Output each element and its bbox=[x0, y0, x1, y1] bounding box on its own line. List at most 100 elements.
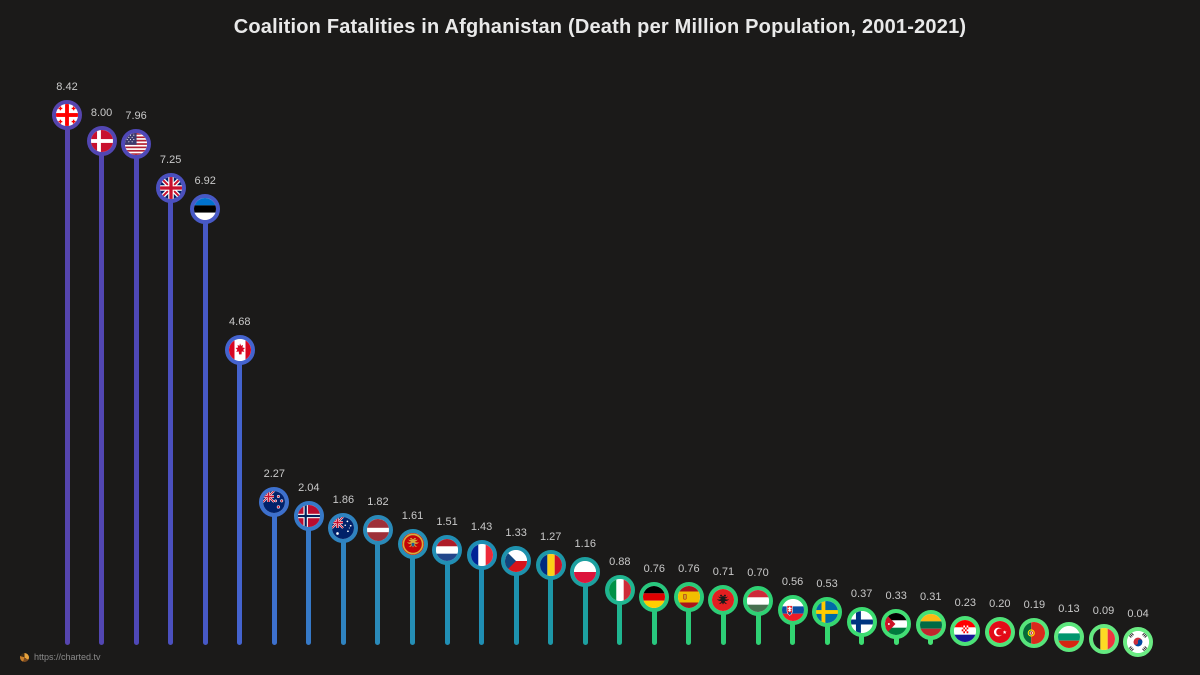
stem-slovakia bbox=[790, 609, 796, 645]
flag-czech-republic-icon bbox=[505, 550, 528, 573]
flag-new-zealand-icon bbox=[263, 490, 286, 513]
value-label-croatia: 0.23 bbox=[954, 596, 976, 609]
marker-hungary bbox=[743, 585, 773, 616]
flag-sweden-icon bbox=[816, 600, 839, 623]
value-label-spain: 0.76 bbox=[678, 563, 700, 576]
flag-lithuania-icon bbox=[919, 614, 942, 637]
value-label-usa: 7.96 bbox=[125, 109, 147, 122]
flag-australia-icon bbox=[332, 516, 355, 539]
value-label-georgia: 8.42 bbox=[56, 80, 78, 93]
value-label-hungary: 0.70 bbox=[747, 566, 769, 579]
flag-norway-icon bbox=[297, 505, 320, 528]
stem-poland bbox=[582, 571, 588, 645]
marker-spain bbox=[673, 582, 704, 613]
flag-slovakia-icon bbox=[781, 598, 804, 621]
flag-denmark-icon bbox=[90, 130, 113, 152]
marker-norway bbox=[293, 501, 324, 532]
marker-albania bbox=[708, 585, 739, 616]
value-label-latvia: 1.82 bbox=[367, 496, 389, 509]
marker-romania bbox=[535, 549, 566, 580]
value-label-bulgaria: 0.13 bbox=[1058, 602, 1080, 615]
marker-belgium bbox=[1088, 624, 1119, 655]
stem-netherlands bbox=[444, 549, 450, 645]
value-label-montenegro: 1.61 bbox=[401, 509, 424, 522]
value-label-germany: 0.76 bbox=[643, 563, 666, 576]
flag-jordan-icon bbox=[885, 613, 908, 636]
marker-czech-republic bbox=[501, 546, 532, 577]
flag-montenegro-icon bbox=[401, 532, 424, 555]
stem-usa bbox=[133, 143, 139, 645]
value-label-czech-republic: 1.33 bbox=[505, 527, 527, 540]
stem-france bbox=[479, 554, 485, 645]
flag-finland-icon bbox=[850, 610, 873, 633]
stem-albania bbox=[720, 600, 726, 645]
flag-estonia-icon bbox=[194, 198, 217, 221]
stem-latvia bbox=[375, 530, 381, 645]
marker-portugal bbox=[1019, 618, 1050, 649]
flag-croatia-icon bbox=[954, 619, 977, 642]
stem-australia bbox=[340, 527, 346, 645]
stem-czech-republic bbox=[513, 561, 519, 645]
stem-estonia bbox=[202, 209, 208, 645]
flag-france-icon bbox=[470, 543, 493, 566]
value-label-canada: 4.68 bbox=[229, 316, 251, 329]
flag-bulgaria-icon bbox=[1057, 625, 1080, 648]
value-label-norway: 2.04 bbox=[298, 482, 320, 495]
marker-new-zealand bbox=[259, 486, 290, 517]
stem-germany bbox=[651, 597, 657, 645]
value-label-turkey: 0.20 bbox=[989, 598, 1011, 611]
flag-germany-icon bbox=[643, 586, 666, 609]
marker-slovakia bbox=[777, 594, 808, 625]
marker-uk bbox=[155, 173, 186, 204]
stem-sweden bbox=[824, 611, 830, 645]
value-label-poland: 1.16 bbox=[574, 537, 596, 550]
marker-estonia bbox=[190, 194, 221, 225]
flag-canada-icon bbox=[228, 339, 251, 362]
flag-hungary-icon bbox=[747, 589, 769, 612]
marker-italy bbox=[604, 574, 635, 605]
value-label-new-zealand: 2.27 bbox=[263, 467, 285, 480]
value-label-estonia: 6.92 bbox=[194, 175, 216, 188]
stem-spain bbox=[686, 597, 692, 645]
marker-bulgaria bbox=[1053, 621, 1084, 652]
stem-italy bbox=[617, 589, 623, 645]
marker-denmark bbox=[86, 126, 117, 156]
marker-finland bbox=[846, 606, 877, 637]
marker-lithuania bbox=[915, 610, 946, 641]
flag-latvia-icon bbox=[366, 519, 389, 542]
flag-poland-icon bbox=[574, 560, 597, 583]
marker-poland bbox=[570, 556, 601, 587]
marker-canada bbox=[224, 335, 255, 366]
marker-turkey bbox=[984, 617, 1015, 648]
value-label-portugal: 0.19 bbox=[1023, 599, 1046, 612]
flag-netherlands-icon bbox=[436, 538, 459, 561]
stem-canada bbox=[237, 350, 243, 645]
charted-logo-icon bbox=[20, 652, 29, 662]
value-label-jordan: 0.33 bbox=[885, 590, 907, 603]
stem-georgia bbox=[64, 114, 70, 645]
flag-albania-icon bbox=[712, 589, 735, 612]
flag-uk-icon bbox=[159, 177, 182, 200]
flag-spain-icon bbox=[677, 586, 700, 609]
value-label-romania: 1.27 bbox=[539, 530, 562, 543]
flag-usa-icon bbox=[125, 132, 148, 155]
marker-latvia bbox=[362, 515, 393, 546]
value-label-albania: 0.71 bbox=[712, 566, 735, 579]
flag-belgium-icon bbox=[1092, 628, 1115, 651]
stem-hungary bbox=[755, 600, 761, 645]
value-label-netherlands: 1.51 bbox=[436, 515, 458, 528]
value-label-sweden: 0.53 bbox=[816, 577, 838, 590]
value-label-south-korea: 0.04 bbox=[1127, 608, 1149, 621]
watermark-url: https://charted.tv bbox=[34, 652, 101, 662]
stem-norway bbox=[306, 516, 312, 645]
watermark: https://charted.tv bbox=[20, 652, 101, 662]
value-label-belgium: 0.09 bbox=[1092, 605, 1115, 618]
stem-romania bbox=[548, 564, 554, 645]
stem-montenegro bbox=[410, 543, 415, 645]
marker-france bbox=[466, 539, 497, 570]
value-label-slovakia: 0.56 bbox=[781, 575, 804, 588]
stem-uk bbox=[168, 188, 174, 645]
marker-georgia bbox=[52, 99, 82, 130]
flag-south-korea-icon bbox=[1127, 631, 1150, 654]
flag-georgia-icon bbox=[56, 103, 78, 126]
